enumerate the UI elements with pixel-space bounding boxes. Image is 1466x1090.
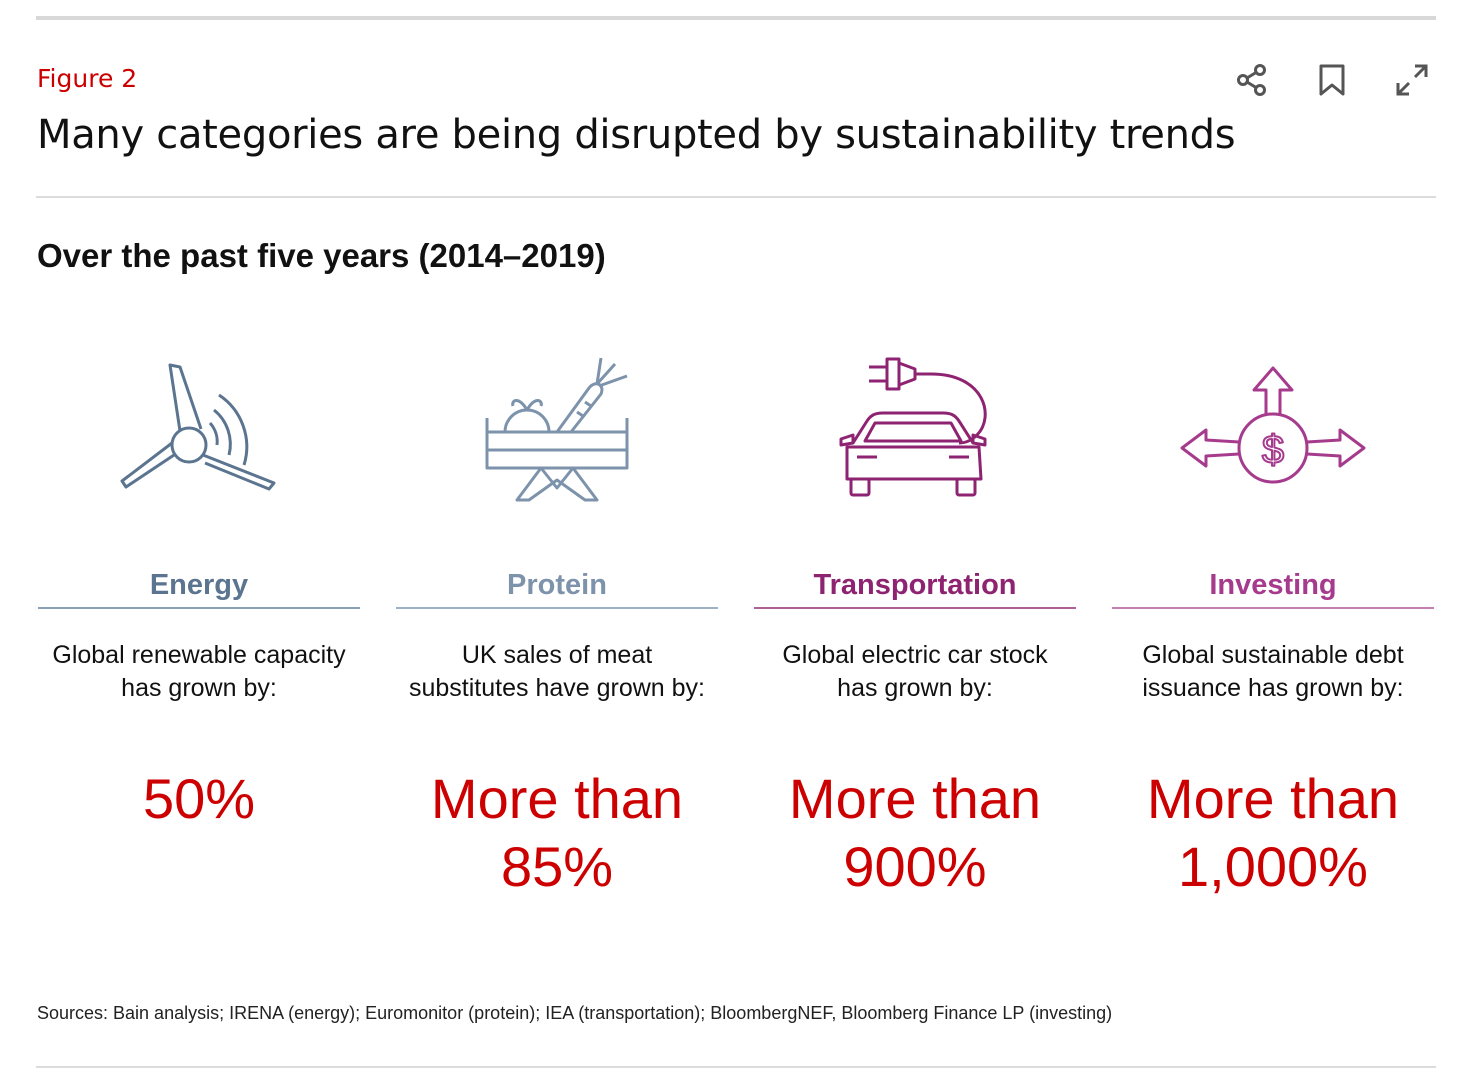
icon-container: $ <box>1112 340 1434 520</box>
category-column-investing: $ Investing Global sustainable debt issu… <box>1112 340 1434 901</box>
growth-value-line: 900% <box>843 835 987 898</box>
figure-title: Many categories are being disrupted by s… <box>37 112 1236 158</box>
figure-label: Figure 2 <box>37 64 138 93</box>
description-line: Global renewable capacity <box>52 641 346 669</box>
description-line: Global sustainable debt <box>1142 641 1404 669</box>
category-divider <box>754 607 1076 609</box>
icon-container <box>38 340 360 520</box>
category-name: Transportation <box>813 569 1017 601</box>
category-name: Investing <box>1209 569 1337 601</box>
growth-value-line: More than <box>430 767 684 830</box>
description-line: has grown by: <box>837 674 993 702</box>
description-line: Global electric car stock <box>782 641 1048 669</box>
category-description: Global renewable capacity has grown by: <box>38 639 360 705</box>
growth-value: 50% <box>38 765 360 833</box>
description-line: substitutes have grown by: <box>409 674 705 702</box>
svg-text:$: $ <box>1262 428 1284 472</box>
top-divider <box>36 16 1436 20</box>
bookmark-button[interactable] <box>1310 58 1354 102</box>
growth-value-line: More than <box>1146 767 1400 830</box>
category-name: Protein <box>507 569 607 601</box>
description-line: has grown by: <box>121 674 277 702</box>
category-divider <box>396 607 718 609</box>
category-divider <box>1112 607 1434 609</box>
electric-car-icon <box>839 357 987 497</box>
growth-value: More than 85% <box>396 765 718 901</box>
sources-note: Sources: Bain analysis; IRENA (energy); … <box>37 1003 1113 1023</box>
figure-actions <box>1230 58 1440 102</box>
icon-container <box>754 340 1076 520</box>
expand-icon <box>1396 64 1428 96</box>
growth-value-line: More than <box>788 767 1042 830</box>
category-description: Global sustainable debt issuance has gro… <box>1112 639 1434 705</box>
expand-button[interactable] <box>1390 58 1434 102</box>
wind-turbine-icon <box>120 363 276 491</box>
category-name: Energy <box>149 569 249 601</box>
category-column-protein: Protein UK sales of meat substitutes hav… <box>396 340 718 901</box>
icon-container <box>396 340 718 520</box>
bookmark-icon <box>1319 64 1345 96</box>
bottom-divider <box>36 1066 1436 1068</box>
description-line: issuance has grown by: <box>1142 674 1404 702</box>
category-divider <box>38 607 360 609</box>
growth-value-line: 1,000% <box>1178 835 1368 898</box>
growth-value: More than 900% <box>754 765 1076 901</box>
category-column-transportation: Transportation Global electric car stock… <box>754 340 1076 901</box>
description-line: UK sales of meat <box>461 641 653 669</box>
category-description: Global electric car stock has grown by: <box>754 639 1076 705</box>
share-icon <box>1237 64 1266 96</box>
growth-value-line: 85% <box>500 835 614 898</box>
category-description: UK sales of meat substitutes have grown … <box>396 639 718 705</box>
category-column-energy: Energy Global renewable capacity has gro… <box>38 340 360 833</box>
share-button[interactable] <box>1230 58 1274 102</box>
dollar-arrows-icon: $ <box>1180 366 1366 484</box>
figure-subtitle: Over the past five years (2014–2019) <box>37 237 606 274</box>
growth-value-line: 50% <box>142 767 256 830</box>
title-divider <box>36 196 1436 198</box>
growth-value: More than 1,000% <box>1112 765 1434 901</box>
vegetable-crate-icon <box>485 357 629 501</box>
